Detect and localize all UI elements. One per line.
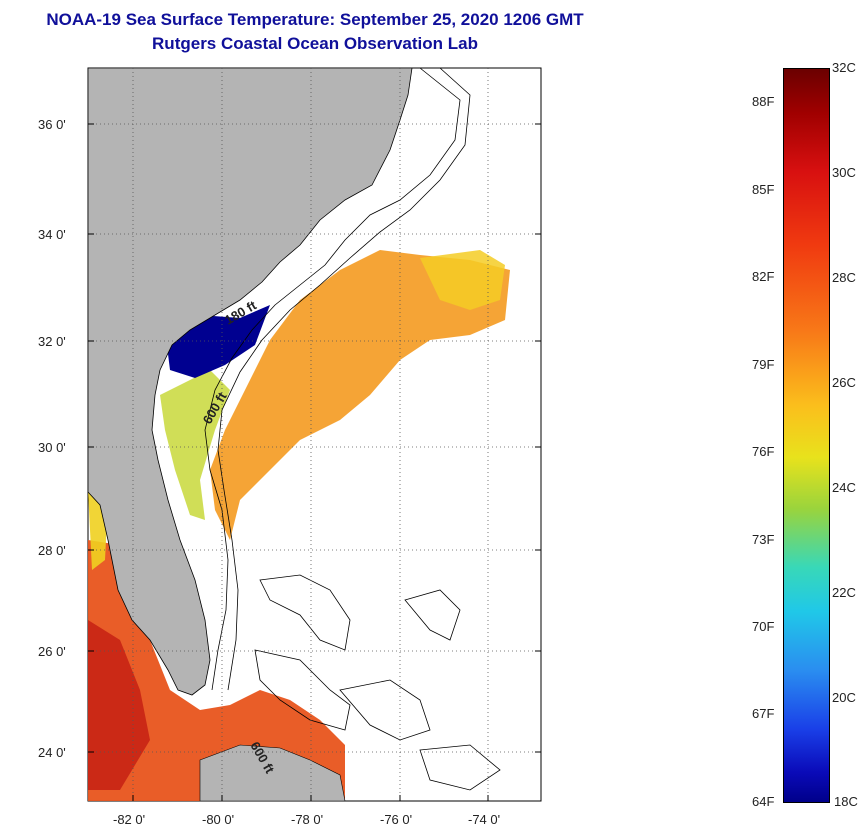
sst-nearshore-green — [160, 370, 230, 520]
colorbar-label-82f: 82F — [752, 269, 775, 284]
bathymetry-contours — [204, 67, 471, 691]
colorbar-label-32c: 32C — [832, 60, 856, 75]
temperature-colorbar — [783, 68, 830, 803]
lat-label-34: 34 0' — [38, 227, 66, 242]
lat-label-30: 30 0' — [38, 440, 66, 455]
lat-label-36: 36 0' — [38, 117, 66, 132]
colorbar-label-20c: 20C — [832, 690, 856, 705]
colorbar-label-85f: 85F — [752, 182, 775, 197]
land-cuba — [199, 744, 346, 802]
bahamas-contours — [254, 574, 501, 791]
tick-marks — [88, 123, 541, 801]
lon-label-80: -80 0' — [202, 812, 234, 827]
colorbar-label-70f: 70F — [752, 619, 775, 634]
colorbar-label-28c: 28C — [832, 270, 856, 285]
colorbar-label-73f: 73F — [752, 532, 775, 547]
lat-label-28: 28 0' — [38, 543, 66, 558]
sst-region-south-gulf — [88, 540, 345, 801]
colorbar-label-18c: 18C — [834, 794, 858, 809]
sst-region-south-dark — [88, 620, 150, 790]
colorbar-label-64f: 64F — [752, 794, 775, 809]
lon-label-76: -76 0' — [380, 812, 412, 827]
lat-label-32: 32 0' — [38, 334, 66, 349]
colorbar-label-67f: 67F — [752, 706, 775, 721]
colorbar-label-24c: 24C — [832, 480, 856, 495]
lat-label-24: 24 0' — [38, 745, 66, 760]
lon-label-78: -78 0' — [291, 812, 323, 827]
sst-region-north — [210, 250, 510, 540]
colorbar-label-22c: 22C — [832, 585, 856, 600]
lon-label-82: -82 0' — [113, 812, 145, 827]
colorbar-label-76f: 76F — [752, 444, 775, 459]
map-subtitle: Rutgers Coastal Ocean Observation Lab — [152, 34, 478, 53]
colorbar-label-88f: 88F — [752, 94, 775, 109]
colorbar-label-30c: 30C — [832, 165, 856, 180]
lon-label-74: -74 0' — [468, 812, 500, 827]
land-us-coast — [87, 67, 413, 696]
map-title: NOAA-19 Sea Surface Temperature: Septemb… — [46, 10, 584, 29]
sst-region-north-yellow — [420, 250, 505, 310]
colorbar-label-79f: 79F — [752, 357, 775, 372]
colorbar-label-26c: 26C — [832, 375, 856, 390]
lat-label-26: 26 0' — [38, 644, 66, 659]
